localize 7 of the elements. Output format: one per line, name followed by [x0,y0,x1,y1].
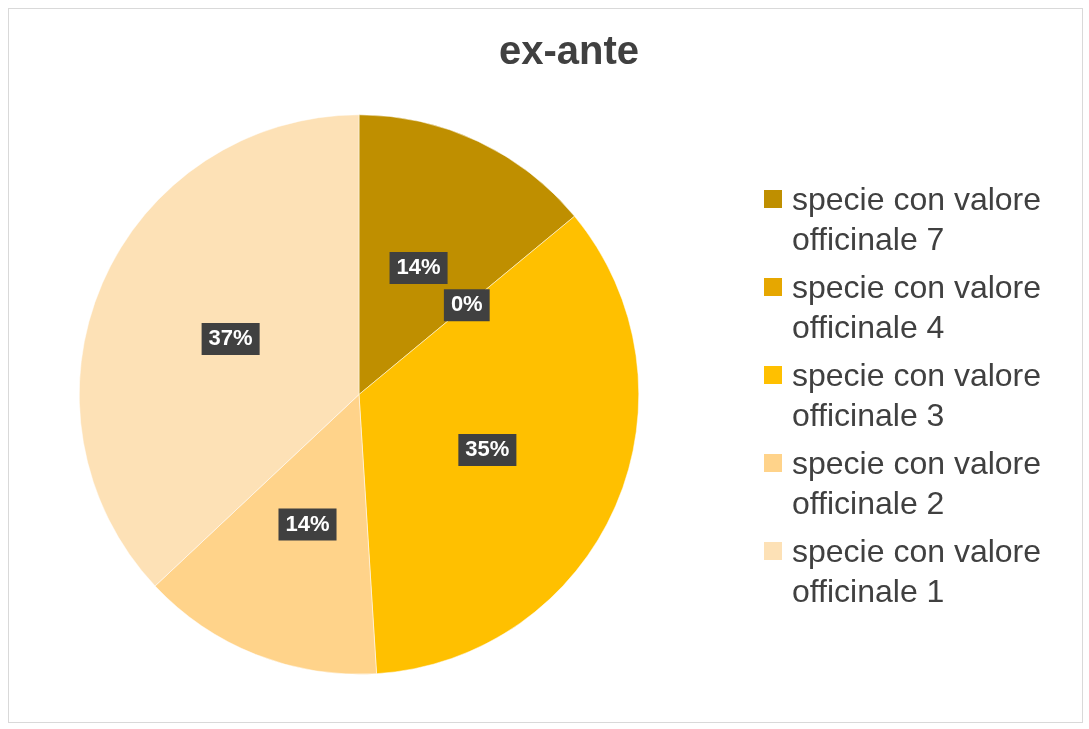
data-label: 14% [396,254,441,279]
data-label: 37% [208,325,253,351]
legend-label: specie con valore officinale 1 [792,532,1043,611]
chart-title: ex-ante [498,28,639,73]
text: 0% [450,291,483,317]
data-label: 35% [465,436,510,462]
data-label: 14% [285,510,330,536]
